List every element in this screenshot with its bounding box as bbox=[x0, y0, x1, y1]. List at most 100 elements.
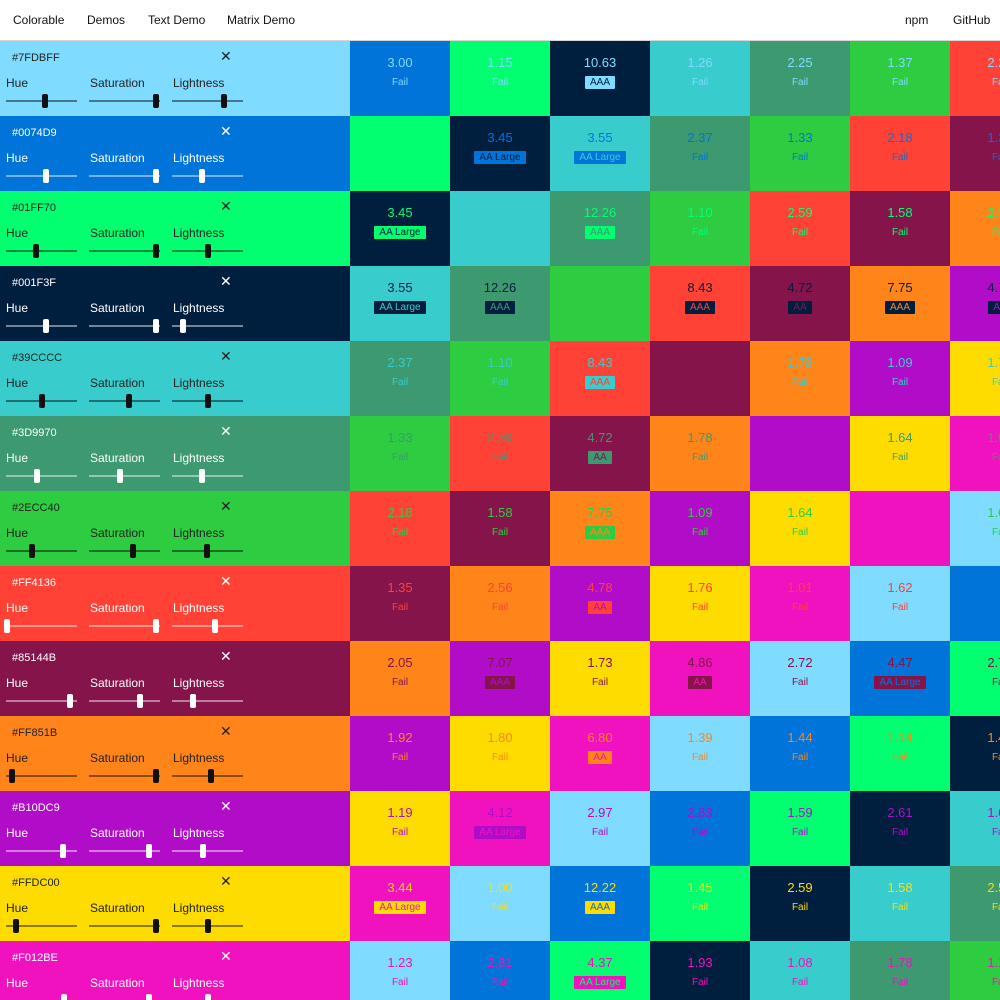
hue-slider-thumb[interactable] bbox=[42, 94, 49, 108]
close-icon[interactable]: ✕ bbox=[220, 348, 232, 364]
close-icon[interactable]: ✕ bbox=[220, 873, 232, 889]
hex-value[interactable]: #39CCCC bbox=[12, 352, 63, 364]
hex-value[interactable]: #FF4136 bbox=[12, 577, 57, 589]
hex-value[interactable]: #2ECC40 bbox=[12, 502, 60, 514]
hex-value[interactable]: #01FF70 bbox=[12, 202, 57, 214]
hex-value[interactable]: #001F3F bbox=[12, 277, 57, 289]
close-icon[interactable]: ✕ bbox=[220, 198, 232, 214]
saturation-slider-thumb[interactable] bbox=[153, 919, 160, 933]
close-icon[interactable]: ✕ bbox=[220, 573, 232, 589]
hue-slider-thumb[interactable] bbox=[8, 769, 15, 783]
hex-value[interactable]: #B10DC9 bbox=[12, 802, 60, 814]
hue-slider[interactable] bbox=[6, 319, 77, 333]
saturation-slider-thumb[interactable] bbox=[130, 544, 137, 558]
close-icon[interactable]: ✕ bbox=[220, 723, 232, 739]
lightness-slider[interactable] bbox=[172, 544, 243, 558]
lightness-slider-thumb[interactable] bbox=[204, 994, 211, 1000]
saturation-slider-thumb[interactable] bbox=[146, 844, 153, 858]
close-icon[interactable]: ✕ bbox=[220, 423, 232, 439]
lightness-slider-thumb[interactable] bbox=[198, 169, 205, 183]
hue-slider-thumb[interactable] bbox=[38, 394, 45, 408]
close-icon[interactable]: ✕ bbox=[220, 123, 232, 139]
saturation-slider[interactable] bbox=[89, 844, 160, 858]
saturation-slider-thumb[interactable] bbox=[116, 469, 123, 483]
saturation-slider-thumb[interactable] bbox=[153, 169, 160, 183]
nav-link-demos[interactable]: Demos bbox=[87, 13, 126, 27]
nav-link-npm[interactable]: npm bbox=[905, 13, 929, 27]
saturation-slider-thumb[interactable] bbox=[153, 244, 160, 258]
saturation-slider[interactable] bbox=[89, 319, 160, 333]
hex-value[interactable]: #F012BE bbox=[12, 952, 58, 964]
nav-link-github[interactable]: GitHub bbox=[953, 13, 991, 27]
nav-link-matrix-demo[interactable]: Matrix Demo bbox=[227, 13, 296, 27]
lightness-slider[interactable] bbox=[172, 94, 243, 108]
lightness-slider-thumb[interactable] bbox=[208, 769, 215, 783]
saturation-slider-thumb[interactable] bbox=[126, 394, 133, 408]
lightness-slider-thumb[interactable] bbox=[204, 919, 211, 933]
saturation-slider[interactable] bbox=[89, 94, 160, 108]
lightness-slider-thumb[interactable] bbox=[199, 844, 206, 858]
hex-value[interactable]: #FFDC00 bbox=[12, 877, 60, 889]
hue-slider[interactable] bbox=[6, 244, 77, 258]
saturation-slider-thumb[interactable] bbox=[153, 769, 160, 783]
hue-slider[interactable] bbox=[3, 619, 77, 633]
lightness-slider[interactable] bbox=[172, 169, 243, 183]
hue-slider-thumb[interactable] bbox=[61, 994, 68, 1000]
saturation-slider[interactable] bbox=[89, 244, 160, 258]
hex-value[interactable]: #0074D9 bbox=[12, 127, 57, 139]
saturation-slider[interactable] bbox=[89, 919, 160, 933]
lightness-slider-thumb[interactable] bbox=[198, 469, 205, 483]
hue-slider[interactable] bbox=[6, 169, 77, 183]
hex-value[interactable]: #85144B bbox=[12, 652, 57, 664]
close-icon[interactable]: ✕ bbox=[220, 48, 232, 64]
saturation-slider-thumb[interactable] bbox=[153, 619, 160, 633]
lightness-slider[interactable] bbox=[172, 769, 243, 783]
hex-value[interactable]: #FF851B bbox=[12, 727, 58, 739]
saturation-slider-thumb[interactable] bbox=[146, 994, 153, 1000]
hue-slider-thumb[interactable] bbox=[43, 169, 50, 183]
lightness-slider[interactable] bbox=[172, 619, 243, 633]
hue-slider-thumb[interactable] bbox=[33, 469, 40, 483]
lightness-slider-thumb[interactable] bbox=[205, 394, 212, 408]
lightness-slider-thumb[interactable] bbox=[211, 619, 218, 633]
hue-slider[interactable] bbox=[6, 469, 77, 483]
saturation-slider-thumb[interactable] bbox=[137, 694, 144, 708]
lightness-slider-thumb[interactable] bbox=[179, 319, 186, 333]
hue-slider[interactable] bbox=[6, 769, 77, 783]
close-icon[interactable]: ✕ bbox=[220, 798, 232, 814]
lightness-slider[interactable] bbox=[172, 844, 243, 858]
close-icon[interactable]: ✕ bbox=[220, 498, 232, 514]
close-icon[interactable]: ✕ bbox=[220, 948, 232, 964]
lightness-slider[interactable] bbox=[172, 244, 243, 258]
saturation-slider[interactable] bbox=[89, 544, 160, 558]
hue-slider-thumb[interactable] bbox=[66, 694, 73, 708]
hue-slider-thumb[interactable] bbox=[28, 544, 35, 558]
lightness-slider[interactable] bbox=[172, 394, 243, 408]
nav-link-colorable[interactable]: Colorable bbox=[13, 13, 65, 27]
saturation-slider[interactable] bbox=[89, 169, 160, 183]
saturation-slider[interactable] bbox=[89, 394, 160, 408]
hue-slider[interactable] bbox=[6, 919, 77, 933]
hex-value[interactable]: #7FDBFF bbox=[12, 52, 60, 64]
hue-slider[interactable] bbox=[6, 94, 77, 108]
hue-slider-thumb[interactable] bbox=[59, 844, 66, 858]
hue-slider[interactable] bbox=[6, 544, 77, 558]
hue-slider-thumb[interactable] bbox=[12, 919, 19, 933]
saturation-slider[interactable] bbox=[89, 769, 160, 783]
lightness-slider-thumb[interactable] bbox=[190, 694, 197, 708]
hue-slider-thumb[interactable] bbox=[43, 319, 50, 333]
hue-slider[interactable] bbox=[6, 694, 77, 708]
hue-slider[interactable] bbox=[6, 394, 77, 408]
close-icon[interactable]: ✕ bbox=[220, 648, 232, 664]
lightness-slider-thumb[interactable] bbox=[203, 544, 210, 558]
hue-slider[interactable] bbox=[6, 844, 77, 858]
hex-value[interactable]: #3D9970 bbox=[12, 427, 57, 439]
saturation-slider[interactable] bbox=[89, 469, 160, 483]
hue-slider-thumb[interactable] bbox=[32, 244, 39, 258]
lightness-slider-thumb[interactable] bbox=[220, 94, 227, 108]
lightness-slider[interactable] bbox=[172, 469, 243, 483]
lightness-slider[interactable] bbox=[172, 319, 243, 333]
lightness-slider-thumb[interactable] bbox=[204, 244, 211, 258]
saturation-slider[interactable] bbox=[89, 619, 160, 633]
close-icon[interactable]: ✕ bbox=[220, 273, 232, 289]
